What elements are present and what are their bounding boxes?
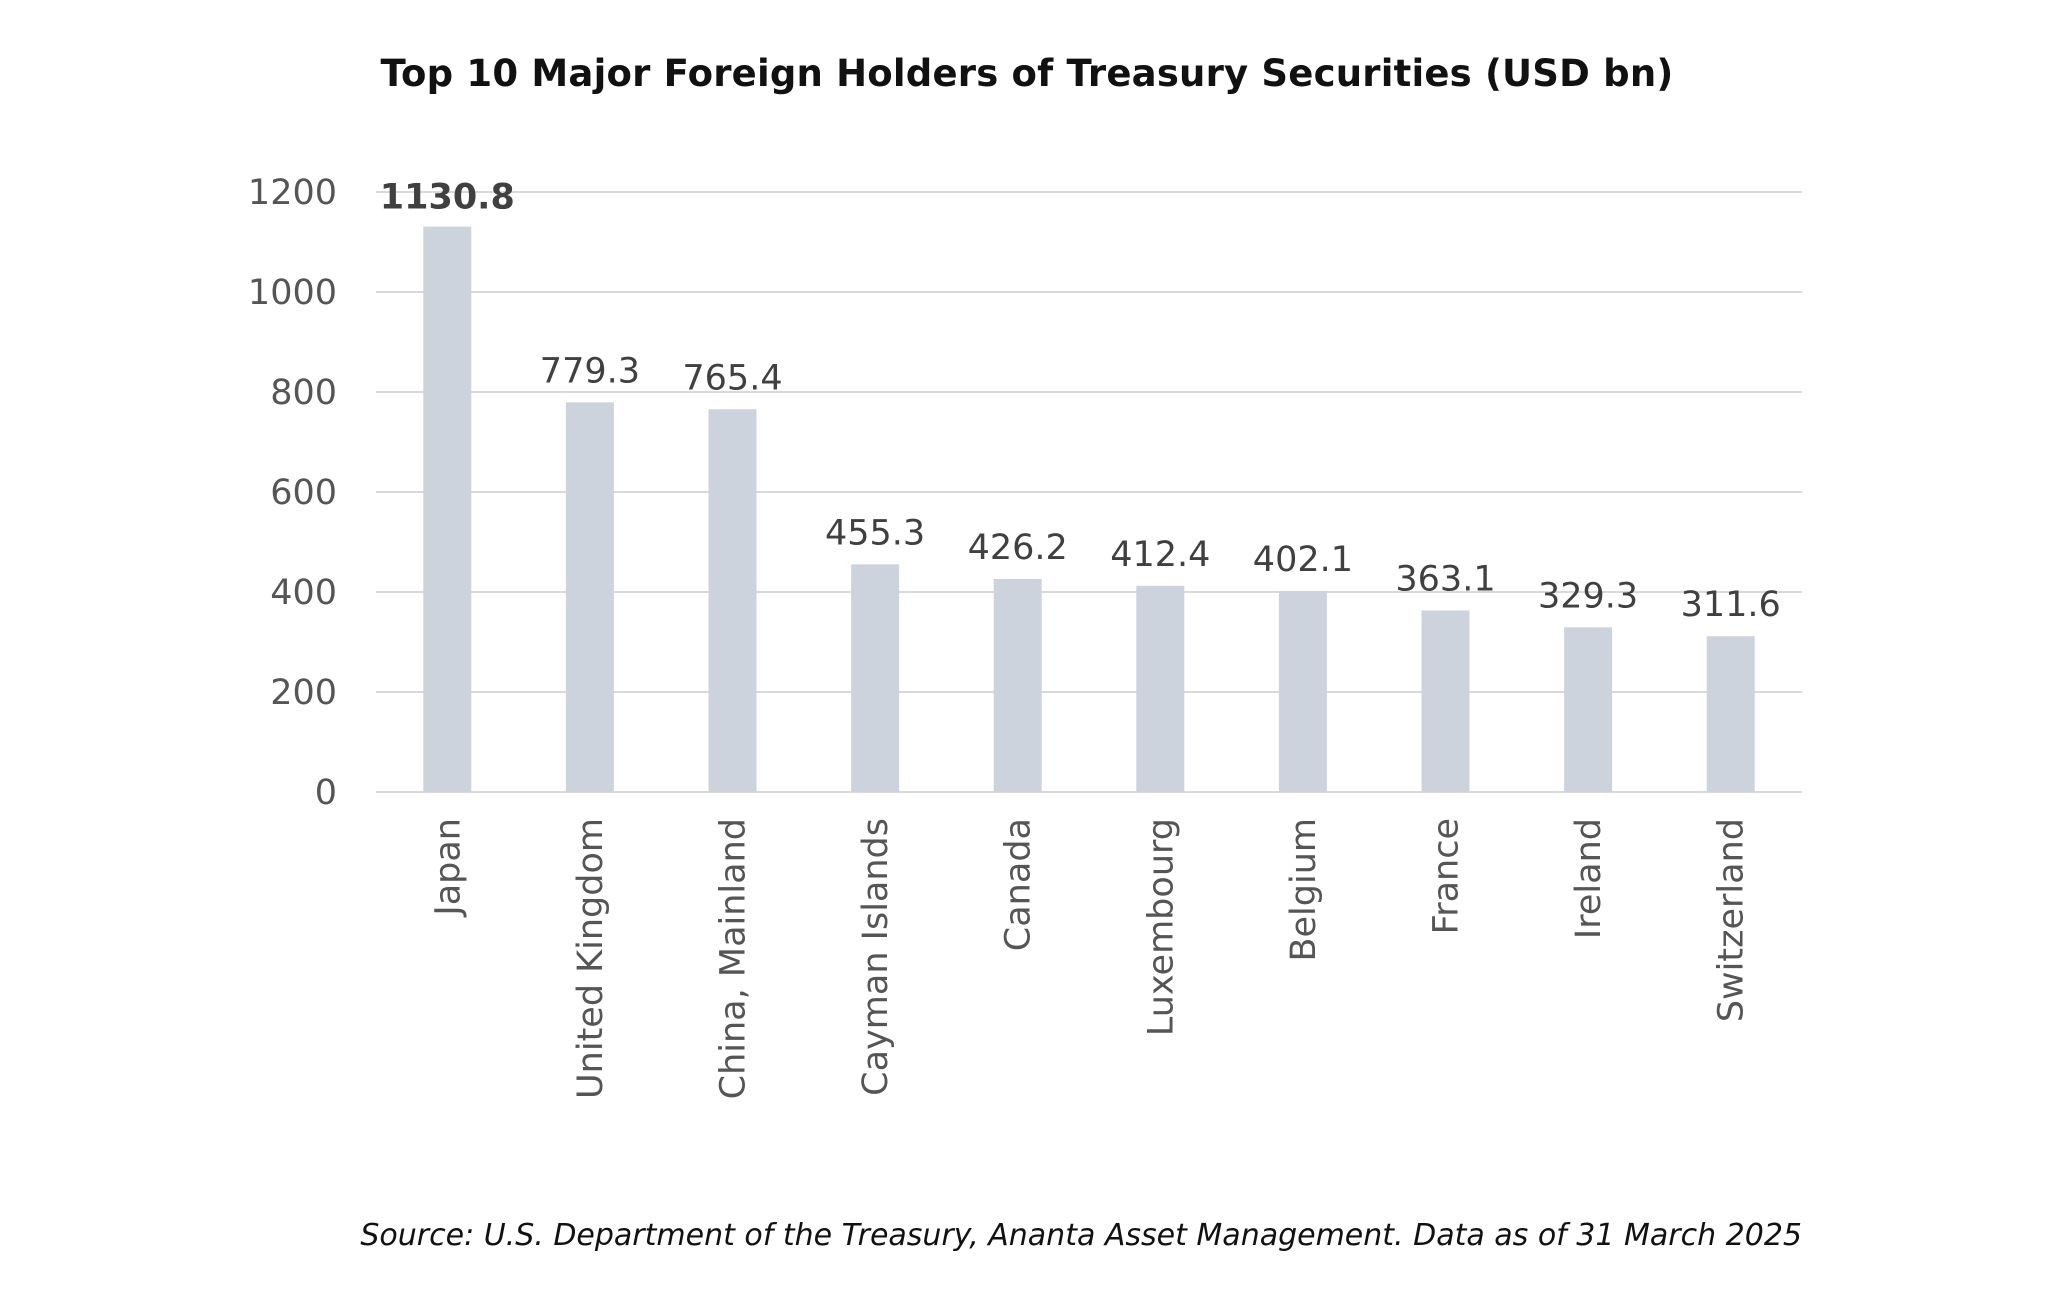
y-tick-label: 200 [270,673,337,713]
data-labels: 1130.8 779.3 765.4 455.3 426.2 412.4 402.1 363.… [380,178,1781,626]
x-tick-label: Switzerland [1712,818,1752,1022]
x-tick-label: China, Mainland [714,818,754,1099]
y-axis-tick-labels: 0 200 400 600 800 1000 1200 [248,173,337,813]
bar-luxembourg [1136,585,1185,792]
data-label: 311.6 [1681,585,1781,625]
data-label: 412.4 [1110,535,1210,575]
bar-cayman-islands [851,564,900,792]
data-label: 765.4 [682,358,782,398]
x-tick-label: Belgium [1284,818,1324,962]
x-tick-label: Cayman Islands [856,818,896,1096]
data-label: 779.3 [540,351,640,391]
bar-belgium [1278,590,1327,792]
y-tick-label: 1000 [248,273,337,313]
y-tick-label: 0 [315,773,337,813]
bar-united-kingdom [565,402,614,792]
bar-france [1421,610,1470,792]
source-note: Source: U.S. Department of the Treasury,… [360,1218,1802,1253]
data-label: 402.1 [1253,540,1353,580]
x-tick-label: United Kingdom [571,818,611,1099]
x-tick-label: Canada [999,818,1039,951]
x-tick-label: Luxembourg [1141,818,1181,1036]
data-label: 329.3 [1538,576,1638,616]
data-label: 1130.8 [380,178,515,218]
y-tick-label: 1200 [248,173,337,213]
x-tick-label: Japan [428,818,468,918]
y-tick-label: 400 [270,573,337,613]
data-label: 363.1 [1395,559,1495,599]
y-tick-label: 800 [270,373,337,413]
data-label: 426.2 [968,528,1068,568]
bar-switzerland [1706,636,1755,792]
chart-title: Top 10 Major Foreign Holders of Treasury… [380,52,1674,95]
x-axis-tick-labels: Japan United Kingdom China, Mainland Cayman… [428,818,1751,1099]
bar-china-mainland [708,409,757,792]
bar-japan [423,226,472,793]
y-tick-label: 600 [270,473,337,513]
x-tick-label: France [1427,818,1467,934]
bar-canada [993,578,1042,792]
bar-ireland [1564,627,1613,792]
bars [423,226,1755,793]
x-tick-label: Ireland [1569,818,1609,939]
data-label: 455.3 [825,513,925,553]
